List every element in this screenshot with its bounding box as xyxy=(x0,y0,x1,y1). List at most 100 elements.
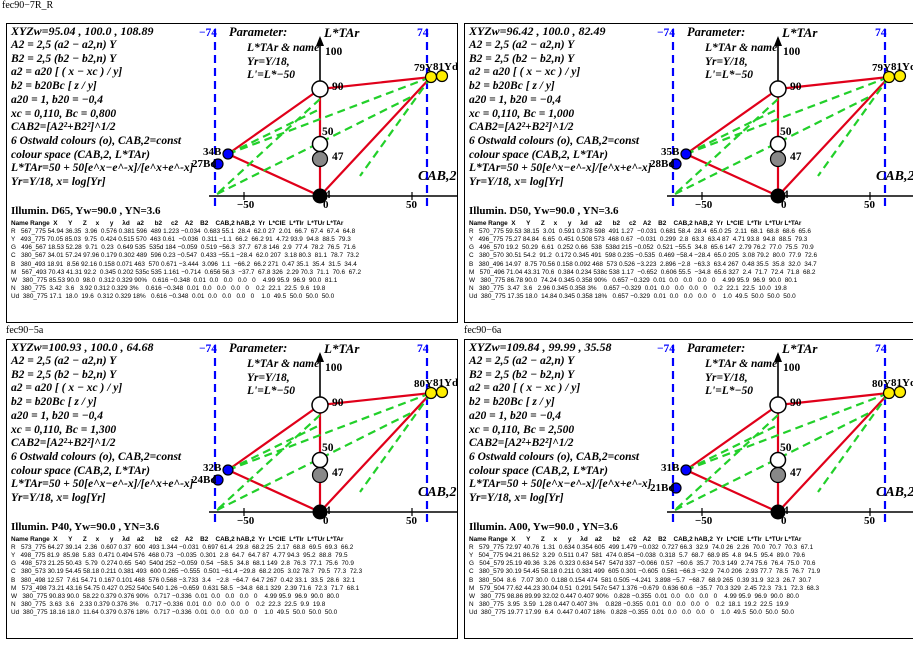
num-90: 90 xyxy=(790,81,802,93)
data-table-row: Name Range X Y Z x y λd a2 b2 c2 A2 B2 C… xyxy=(11,536,344,543)
param-title: Parameter: xyxy=(229,341,288,355)
c-axis-label: CAB,2 xyxy=(418,485,457,500)
grey-50-point xyxy=(769,451,787,469)
formula-line: A2 = 2,5 (a2 − a2,n) Y xyxy=(469,39,575,51)
formula-line: a2 = a20 [ ( x − xc ) / y] xyxy=(469,66,581,79)
green-dashed-b xyxy=(685,424,779,471)
data-table-row: R 570_775 59.53 38.15 3.01 0.591 0.378 5… xyxy=(469,228,811,236)
left-tick-label: −74 xyxy=(657,343,676,355)
formula-line: L*TAr=50 + 50[e^x−e^-x]/[e^x+e^-x] xyxy=(469,162,652,175)
left-tick-label: −74 xyxy=(199,343,218,355)
formula-line: colour space (CAB,2, L*TAr) xyxy=(469,148,608,161)
formula-line: B2 = 2,5 (b2 − b2,n) Y xyxy=(11,368,117,381)
blue-point xyxy=(680,464,692,476)
formula-line: L*TAr=50 + 50[e^x−e^-x]/[e^x+e^-x] xyxy=(11,478,194,491)
xyz-white-point: XYZw=109.84 , 99.99 , 35.58 xyxy=(469,340,612,354)
l-axis-arrow xyxy=(316,352,324,362)
num-90: 90 xyxy=(332,81,344,93)
footer-label-right: fec90−6a xyxy=(464,325,502,336)
blue-point xyxy=(680,148,692,160)
tick-minus-50: −50 xyxy=(695,199,713,211)
num-47: 47 xyxy=(332,467,344,479)
white-point xyxy=(769,396,787,414)
data-table-row: Ud 380_775 17.35 18.0 14.84 0.345 0.358 … xyxy=(469,292,796,300)
data-table-row: N 380_775 3.42 3.6 3.92 0.312 0.329 3% 0… xyxy=(11,284,326,292)
c-axis-label: CAB,2 xyxy=(876,169,913,184)
param-line: L'=L*−50 xyxy=(247,69,296,82)
data-table-row: Y 498_775 81.9 85.98 5.83 0.471 0.494 57… xyxy=(11,552,348,560)
data-table-row: Ud 380_775 18.16 18.0 11.64 0.379 0.376 … xyxy=(11,608,338,616)
formula-line: B2 = 2,5 (b2 − b2,n) Y xyxy=(469,52,575,65)
tick-0: 0 xyxy=(781,515,787,527)
blue-point xyxy=(222,464,234,476)
formula-line: CAB2=[A2²+B2²]^1/2 xyxy=(11,437,116,450)
green-dashed-y xyxy=(359,392,432,493)
grey-47-point xyxy=(311,466,329,484)
data-table-row: N 380_775 3.95 3.59 1.28 0.447 0.407 3% … xyxy=(469,600,789,608)
formula-line: a20 = 1, b20 = −0,4 xyxy=(469,409,561,422)
param-line: L*TAr & name xyxy=(247,358,320,370)
num-50: 50 xyxy=(780,442,792,454)
data-table-row: B 380_493 18.91 8.56 92.16 0.158 0.071 4… xyxy=(11,260,357,268)
xyz-white-point: XYZw=96.42 , 100.0 , 82.49 xyxy=(469,24,606,38)
blue-d-point xyxy=(670,158,682,170)
formula-line: CAB2=[A2²+B2²]^1/2 xyxy=(469,437,574,450)
green-dashed-blue-yellow xyxy=(685,391,890,472)
grey-47-point xyxy=(769,150,787,168)
black-point xyxy=(312,504,328,520)
yellow-d-label: 81Yd xyxy=(433,61,458,73)
formula-line: Yr=Y/18, x= log[Yr] xyxy=(469,492,564,504)
white-point xyxy=(311,80,329,98)
grey-47-point xyxy=(769,466,787,484)
data-table-row: B 380_498 12.57 7.61 54.71 0.167 0.101 4… xyxy=(11,576,356,584)
blue-d-point xyxy=(212,474,224,486)
num-100: 100 xyxy=(325,362,343,374)
formula-line: xc = 0,110, Bc = 1,300 xyxy=(11,423,117,436)
data-table-row: G 504_579 25.19 49.36 3.26 0.323 0.634 5… xyxy=(469,560,816,568)
data-table-row: B 380_496 14.97 8.75 70.56 0.158 0.092 4… xyxy=(469,260,817,268)
formula-line: a20 = 1, b20 = −0,4 xyxy=(11,93,103,106)
data-table-row: Name Range X Y Z x y λd a2 b2 c2 A2 B2 C… xyxy=(11,220,344,227)
tick-50: 50 xyxy=(406,515,417,527)
param-line: Yr=Y/18, xyxy=(247,371,290,384)
right-tick-label: 74 xyxy=(417,343,429,355)
right-tick-label: 74 xyxy=(417,27,429,39)
red-outline-yellow xyxy=(776,391,892,513)
num-47: 47 xyxy=(790,151,802,163)
blue-d-label: 27Bd xyxy=(192,158,217,170)
yellow-d-point xyxy=(893,69,907,83)
formula-line: a20 = 1, b20 = −0,4 xyxy=(469,93,561,106)
green-dashed-blue-yellow xyxy=(227,391,432,472)
formula-line: colour space (CAB,2, L*TAr) xyxy=(11,148,150,161)
data-table-row: M 567_493 70.43 41.31 92.2 0.345 0.202 5… xyxy=(11,268,362,276)
formula-line: a2 = a20 [ ( x − xc ) / y] xyxy=(11,66,123,79)
param-line: L'=L*−50 xyxy=(247,385,296,398)
panel-d65: XYZw=95.04 , 100.0 , 108.89 A2 = 2,5 (a2 … xyxy=(6,23,458,323)
param-line: Yr=Y/18, xyxy=(705,371,748,384)
green-dashed-b xyxy=(227,108,321,155)
blue-point xyxy=(222,148,234,160)
formula-line: b2 = b20Bc [ z / y] xyxy=(469,396,555,409)
num-100: 100 xyxy=(783,362,801,374)
data-table-row: G 498_573 21.25 50.43 5.79 0.274 0.65 54… xyxy=(11,560,354,568)
illuminant-line: Illumin. D50, Yw=90.0 , YN=3.6 xyxy=(469,205,619,217)
data-table-row: W 380_775 86.78 90.0 74.24 0.345 0.358 9… xyxy=(469,276,798,284)
formula-line: B2 = 2,5 (b2 − b2,n) Y xyxy=(469,368,575,381)
l-axis-arrow xyxy=(774,352,782,362)
yellow-d-label: 81Yd xyxy=(433,377,458,389)
red-outline-yellow xyxy=(318,75,434,197)
formula-line: 6 Ostwald colours (o), CAB,2=const xyxy=(11,134,182,147)
colour-diagram xyxy=(667,29,913,206)
tick-0: 0 xyxy=(323,515,329,527)
green-dashed-blue-yellow xyxy=(685,75,890,156)
data-table-row: R 579_775 72.97 40.76 1.31 0.634 0.354 6… xyxy=(469,544,814,552)
data-table-row: M 573_498 73.21 43.16 54.75 0.427 0.252 … xyxy=(11,584,360,592)
green-dashed-b xyxy=(227,424,321,471)
formula-line: a20 = 1, b20 = −0,4 xyxy=(11,409,103,422)
data-table-row: C 380_567 34.01 57.24 97.96 0.179 0.302 … xyxy=(11,252,360,260)
formula-line: xc = 0,110, Bc = 2,500 xyxy=(469,423,575,436)
blue-label: 34B xyxy=(203,146,222,158)
num-100: 100 xyxy=(325,46,343,58)
yellow-d-label: 81Yd xyxy=(891,61,913,73)
colour-diagram xyxy=(209,29,457,206)
